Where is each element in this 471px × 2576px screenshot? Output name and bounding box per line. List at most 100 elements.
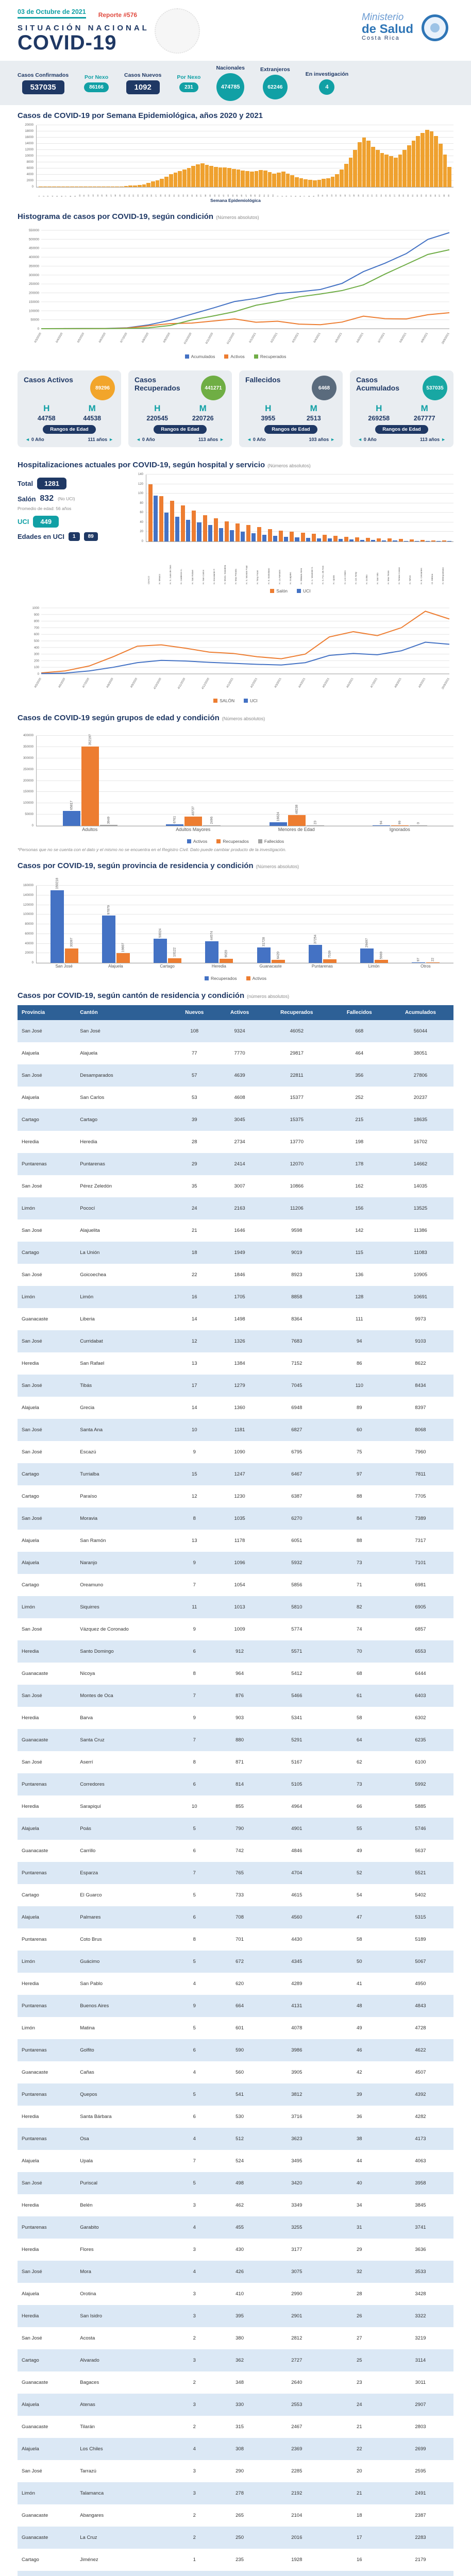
bar-wrap [187,167,191,187]
age-range-min: ◄ 0 Año [134,437,155,442]
cell-value: 790 [236,1826,244,1832]
svg-text:4/5/2020: 4/5/2020 [34,677,42,689]
table-row: Puntarenas Quepos 5 541 3812 39 4392 [18,2083,453,2106]
bar [133,185,137,187]
x-tick-label: 2 [281,195,283,197]
bar-wrap [326,178,330,187]
cell-canton: Acosta [80,2335,95,2341]
bar [355,537,360,541]
bar [299,178,304,187]
bar [442,540,446,541]
y-tick-label: 12000 [25,148,33,151]
legend-label: Activos [193,839,208,844]
cell-value: 1090 [234,1449,245,1455]
table-row: Puntarenas Corredores 6 814 5105 73 5992 [18,1773,453,1795]
cell-provincia: Limón [22,1206,35,1211]
cell-canton: Heredia [80,1139,97,1145]
gridline [37,825,453,826]
bar-value-label: 16624 [276,811,280,821]
cell-value: 38051 [413,1050,428,1056]
bar-wrap [338,539,343,541]
y-tick-label: 60000 [25,932,33,936]
x-tick-label: 41 [218,194,221,197]
bar-wrap [146,182,150,187]
svg-text:28/9/2021: 28/9/2021 [441,332,450,345]
bar-wrap [279,530,283,541]
bar-group [236,170,241,187]
bar-wrap [389,156,393,187]
cell-value: 4608 [234,1095,245,1100]
bar [344,164,348,187]
bar [246,525,251,541]
bar [169,174,173,187]
bar-wrap [164,176,169,187]
table-row: Cartago Oreamuno 7 1054 5856 71 6981 [18,1574,453,1596]
bar-group [213,518,223,541]
age-range-label: Rangos de Edad [264,425,317,434]
bar-group [420,133,425,187]
table-row: Heredia Belén 3 462 3349 34 3845 [18,2194,453,2216]
svg-text:6/3/2020: 6/3/2020 [34,332,42,344]
cell-provincia: Alajuela [22,1405,39,1411]
bar [223,167,227,187]
table-row: San José Alajuelita 21 1646 9598 142 11386 [18,1219,453,1242]
bar-wrap [409,539,414,541]
age-range-label: Rangos de Edad [375,425,428,434]
bar [200,163,205,187]
bar [148,484,153,541]
summary-box-total: 89296 [90,376,115,400]
cell-value: 6467 [291,1471,302,1477]
cell-value: 7770 [234,1050,245,1056]
legend-item: Recuperados [254,354,286,359]
bar [268,529,273,541]
cell-provincia: San José [22,1183,42,1189]
bar-wrap: 94 [372,821,390,826]
x-tick-label: 27 [155,194,158,197]
cell-value: 4392 [415,2092,426,2097]
bar-group [355,537,365,541]
cell-value: 6 [193,1649,196,1654]
x-tick-label: 22 [132,194,135,197]
cell-value: 6857 [415,1626,426,1632]
cell-value: 5 [193,2025,196,2031]
cell-provincia: Heredia [22,1361,39,1366]
y-tick-label: 8000 [26,161,33,164]
cell-value: 3905 [291,2070,302,2075]
weekly-cases-chart: 0 2000 4000 6000 8000 10000 12000 14000 16000 180… [18,124,453,197]
bar-wrap: 97879 [102,905,116,963]
bar-wrap [267,172,272,187]
cell-value: 2 [172,2571,217,2576]
age-max-value: 103 años [309,437,329,442]
legend-swatch [205,976,209,980]
svg-text:4/11/2020: 4/11/2020 [177,677,186,690]
y-tick-label: 20000 [25,124,33,127]
cell-value: 21 [356,2490,362,2496]
bar [182,170,187,187]
age-range-label: Rangos de Edad [154,425,207,434]
legend-item: Fallecidos [258,839,284,844]
bar-group [311,534,321,541]
x-tick-label: H. Metropolitano [442,567,444,584]
bar-value-label: 37254 [313,935,317,944]
summary-box-hm: H 220545 M 220726 [134,403,226,422]
table-row: Guanacaste Tilarán 2 315 2467 21 2803 [18,2416,453,2438]
gridline [146,493,453,494]
table-row: Limón Limón 16 1705 8858 128 10691 [18,1286,453,1308]
sex-value: 3955 [261,415,276,422]
uci-ages-label: Edades en UCI [18,533,65,540]
cell-value: 250 [236,2535,244,2540]
bar-group [124,185,128,187]
age-min-value: 0 Año [31,437,44,442]
cell-value: 2 [193,2535,196,2540]
y-tick-label: 0 [31,185,33,189]
bar [393,540,397,541]
y-tick-label: 160000 [23,884,33,887]
cell-value: 4 [193,2070,196,2075]
svg-text:4/6/2021: 4/6/2021 [346,677,354,689]
legend-label: Salón [276,588,288,594]
y-tick-label: 400000 [23,734,33,737]
bar [340,170,344,187]
bar [447,167,452,187]
page-title: COVID-19 [18,31,117,54]
cell-value: 18635 [413,1117,428,1123]
